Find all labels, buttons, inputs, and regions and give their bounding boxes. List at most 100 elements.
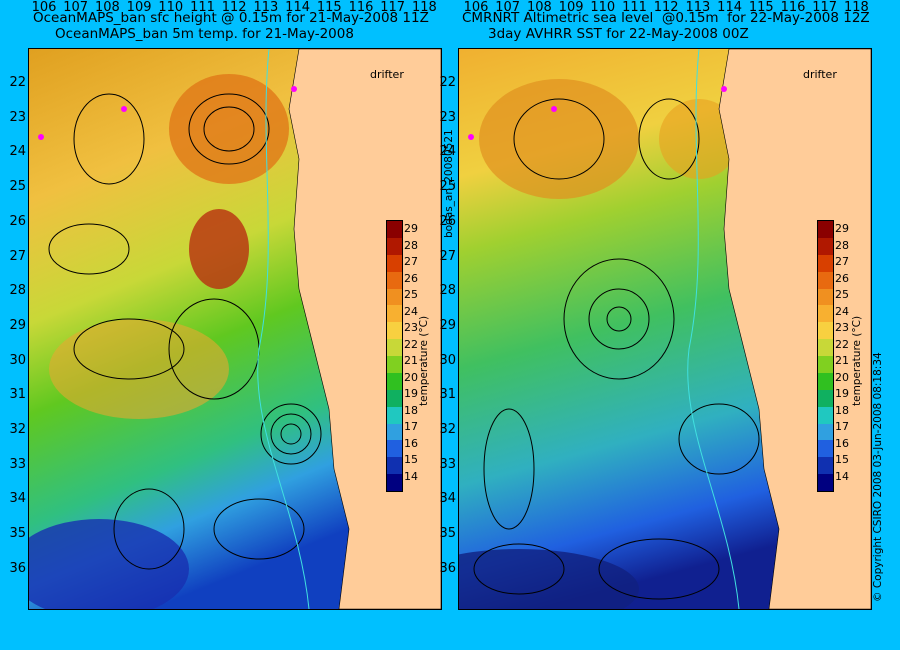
colorbar-tick: 28 bbox=[404, 238, 418, 252]
colorbar-segment bbox=[387, 271, 402, 289]
latitude-label: 33 bbox=[9, 456, 26, 472]
colorbar-tick: 15 bbox=[835, 453, 849, 466]
colorbar-segment bbox=[818, 406, 833, 424]
latitude-label: 36 bbox=[9, 560, 26, 576]
latitude-label: 22 bbox=[9, 75, 26, 90]
colorbar-segment bbox=[818, 322, 833, 340]
longitude-label: 111 bbox=[622, 0, 647, 15]
cold-pool bbox=[459, 549, 639, 609]
latitude-label: 25 bbox=[439, 179, 456, 195]
latitude-label: 26 bbox=[9, 213, 26, 229]
longitude-label: 110 bbox=[590, 0, 616, 15]
colorbar-segment bbox=[387, 288, 402, 306]
longitude-label: 109 bbox=[558, 0, 584, 15]
colorbar-segment bbox=[387, 457, 402, 475]
colorbar-tick: 29 bbox=[404, 222, 418, 235]
colorbar-tick: 24 bbox=[404, 304, 418, 318]
longitude-label: 112 bbox=[221, 0, 247, 15]
longitude-label: 108 bbox=[526, 0, 552, 15]
colorbar-segment bbox=[387, 389, 402, 407]
left-map-panel bbox=[28, 48, 442, 610]
longitude-label: 115 bbox=[748, 0, 774, 15]
longitude-label: 116 bbox=[780, 0, 806, 15]
colorbar-segment bbox=[387, 221, 402, 238]
colorbar-segment bbox=[818, 288, 833, 306]
latitude-label: 29 bbox=[9, 317, 26, 333]
left-panel-title-line2: OceanMAPS_ban 5m temp. for 21-May-2008 bbox=[55, 26, 354, 42]
colorbar-segment bbox=[387, 237, 402, 255]
latitude-label: 24 bbox=[439, 144, 456, 160]
colorbar-segment bbox=[387, 406, 402, 424]
colorbar-segment bbox=[818, 305, 833, 323]
colorbar-tick: 16 bbox=[404, 436, 418, 450]
colorbar-tick: 20 bbox=[404, 370, 418, 384]
isobath-line bbox=[257, 49, 310, 609]
colorbar-segment bbox=[818, 474, 833, 491]
colorbar-tick: 26 bbox=[404, 271, 418, 285]
colorbar-segment bbox=[818, 221, 833, 238]
colorbar-tick: 26 bbox=[835, 271, 849, 285]
longitude-label: 109 bbox=[126, 0, 152, 15]
longitude-label: 106 bbox=[31, 0, 57, 15]
longitude-label: 118 bbox=[843, 0, 869, 15]
colorbar-tick: 23 bbox=[835, 321, 849, 334]
colorbar-segment bbox=[818, 389, 833, 407]
colorbar-segment bbox=[818, 457, 833, 475]
colorbar-segment bbox=[387, 322, 402, 340]
colorbar-tick: 25 bbox=[835, 288, 849, 301]
latitude-label: 25 bbox=[9, 179, 26, 195]
longitude-label: 114 bbox=[285, 0, 310, 15]
latitude-label: 24 bbox=[9, 144, 26, 160]
latitude-label: 34 bbox=[9, 491, 26, 507]
warm-eddy-1 bbox=[169, 74, 289, 184]
right-panel-title-line1: CMRNRT Altimetric sea level @0.15m for 2… bbox=[462, 10, 870, 26]
latitude-label: 30 bbox=[439, 352, 456, 368]
right-colorbar-label: temperature (°C) bbox=[851, 315, 863, 406]
latitude-label: 28 bbox=[439, 283, 456, 299]
colorbar-tick: 18 bbox=[835, 403, 849, 417]
latitude-label: 30 bbox=[9, 352, 26, 368]
colorbar-tick: 20 bbox=[835, 370, 849, 384]
latitude-label: 33 bbox=[439, 456, 456, 472]
colorbar-tick: 21 bbox=[404, 354, 418, 367]
altimetry-contours bbox=[473, 98, 760, 600]
colorbar-tick: 18 bbox=[404, 403, 418, 417]
colorbar-tick: 19 bbox=[404, 387, 418, 400]
colorbar-tick: 17 bbox=[835, 420, 849, 433]
longitude-label: 115 bbox=[316, 0, 342, 15]
latitude-label: 32 bbox=[439, 422, 456, 437]
right-drifter-legend: drifter bbox=[803, 68, 837, 81]
warm-eddy-1 bbox=[479, 79, 639, 199]
colorbar-segment bbox=[818, 339, 833, 356]
longitude-label: 117 bbox=[380, 0, 406, 15]
colorbar-tick: 22 bbox=[404, 337, 418, 351]
latitude-label: 29 bbox=[439, 317, 456, 333]
colorbar-segment bbox=[818, 237, 833, 255]
colorbar-tick: 28 bbox=[835, 238, 849, 252]
colorbar-segment bbox=[387, 372, 402, 390]
latitude-label: 36 bbox=[439, 560, 456, 576]
colorbar-tick: 25 bbox=[404, 288, 418, 301]
right-map-panel bbox=[458, 48, 872, 610]
colorbar-tick: 21 bbox=[835, 354, 849, 367]
right-panel-title-line2: 3day AVHRR SST for 22-May-2008 00Z bbox=[488, 26, 749, 42]
colorbar-tick: 22 bbox=[835, 337, 849, 351]
longitude-label: 113 bbox=[685, 0, 711, 15]
latitude-label: 23 bbox=[439, 109, 456, 125]
longitude-label: 111 bbox=[190, 0, 215, 15]
latitude-label: 31 bbox=[439, 387, 456, 403]
colorbar-segment bbox=[387, 440, 402, 458]
copyright-text: © Copyright CSIRO 2008 03-Jun-2008 08:18… bbox=[872, 352, 884, 602]
colorbar-segment bbox=[387, 474, 402, 491]
left-drifter-legend: drifter bbox=[370, 68, 404, 81]
colorbar-segment bbox=[818, 440, 833, 458]
colorbar-segment bbox=[387, 254, 402, 272]
latitude-label: 27 bbox=[9, 248, 26, 264]
longitude-label: 118 bbox=[411, 0, 437, 15]
longitude-label: 116 bbox=[348, 0, 374, 15]
colorbar-segment bbox=[818, 254, 833, 272]
colorbar-tick: 24 bbox=[835, 304, 849, 318]
colorbar-tick: 17 bbox=[404, 420, 418, 433]
colorbar-segment bbox=[387, 423, 402, 441]
drifter-label: drifter bbox=[803, 68, 837, 81]
